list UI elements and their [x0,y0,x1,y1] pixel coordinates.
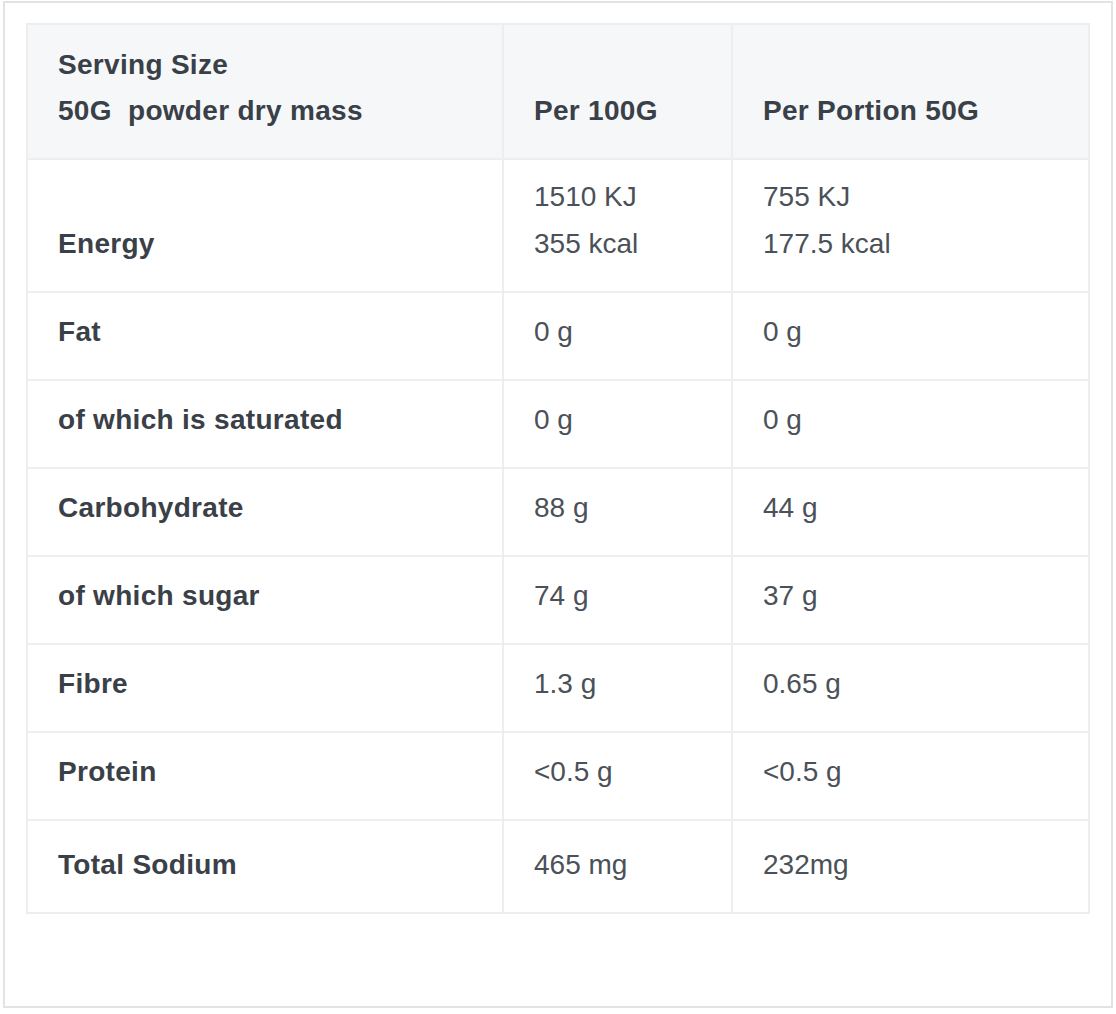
table-row-total-sodium: Total Sodium 465 mg 232mg [28,819,1088,912]
value-per-portion: <0.5 g [763,748,1078,795]
header-per-100g-cell: Per 100G [502,25,731,158]
nutrition-table: Serving Size 50G powder dry mass Per 100… [26,23,1090,914]
per-portion-header: Per Portion 50G [763,88,1078,134]
row-label-cell: of which sugar [28,557,502,643]
value-per-portion: 0 g [763,396,1078,443]
serving-size-subtitle: 50G powder dry mass [58,88,492,134]
row-label: of which is saturated [58,397,492,443]
value-per-portion-cell: 0 g [731,381,1088,467]
row-label-cell: Carbohydrate [28,469,502,555]
value-per-100g: 0 g [534,308,721,355]
value-per-portion: 0.65 g [763,660,1078,707]
table-row-fat: Fat 0 g 0 g [28,291,1088,379]
table-header-row: Serving Size 50G powder dry mass Per 100… [28,25,1088,158]
row-label-cell: Fat [28,293,502,379]
table-row-protein: Protein <0.5 g <0.5 g [28,731,1088,819]
value-per-portion-cell: 0.65 g [731,645,1088,731]
row-label: Protein [58,749,492,795]
value-per-100g-cell: <0.5 g [502,733,731,819]
value-per-portion-kj: 755 KJ [763,173,1078,220]
header-per-portion-cell: Per Portion 50G [731,25,1088,158]
value-per-portion-cell: 232mg [731,821,1088,912]
row-label-cell: Energy [28,160,502,291]
header-serving-size-cell: Serving Size 50G powder dry mass [28,25,502,158]
row-label-cell: of which is saturated [28,381,502,467]
value-per-portion: 44 g [763,484,1078,531]
value-per-100g-cell: 0 g [502,381,731,467]
row-label-cell: Protein [28,733,502,819]
row-label: Carbohydrate [58,485,492,531]
value-per-100g: 0 g [534,396,721,443]
value-per-portion-kcal: 177.5 kcal [763,220,1078,267]
row-label-cell: Fibre [28,645,502,731]
value-per-100g-cell: 88 g [502,469,731,555]
value-per-100g-kj: 1510 KJ [534,173,721,220]
page: Serving Size 50G powder dry mass Per 100… [0,0,1116,1014]
value-per-portion-cell: 44 g [731,469,1088,555]
value-per-portion: 232mg [763,841,1078,888]
value-per-portion-cell: 0 g [731,293,1088,379]
value-per-portion-cell: 755 KJ 177.5 kcal [731,160,1088,291]
value-per-100g: <0.5 g [534,748,721,795]
value-per-portion-cell: <0.5 g [731,733,1088,819]
value-per-portion-cell: 37 g [731,557,1088,643]
value-per-100g-kcal: 355 kcal [534,220,721,267]
row-label: Total Sodium [58,842,492,888]
row-label: of which sugar [58,573,492,619]
value-per-100g-cell: 1.3 g [502,645,731,731]
page-frame: Serving Size 50G powder dry mass Per 100… [3,1,1113,1008]
serving-size-title: Serving Size [58,42,492,88]
value-per-100g-cell: 74 g [502,557,731,643]
table-row-fibre: Fibre 1.3 g 0.65 g [28,643,1088,731]
value-per-100g: 465 mg [534,841,721,888]
value-per-100g: 88 g [534,484,721,531]
value-per-100g-cell: 1510 KJ 355 kcal [502,160,731,291]
per-100g-header: Per 100G [534,88,721,134]
table-row-sugar: of which sugar 74 g 37 g [28,555,1088,643]
table-row-carbohydrate: Carbohydrate 88 g 44 g [28,467,1088,555]
value-per-100g: 74 g [534,572,721,619]
row-label: Fat [58,309,492,355]
table-row-saturated: of which is saturated 0 g 0 g [28,379,1088,467]
value-per-portion: 37 g [763,572,1078,619]
row-label: Fibre [58,661,492,707]
row-label: Energy [58,221,492,267]
value-per-portion: 0 g [763,308,1078,355]
value-per-100g-cell: 0 g [502,293,731,379]
value-per-100g: 1.3 g [534,660,721,707]
value-per-100g-cell: 465 mg [502,821,731,912]
table-row-energy: Energy 1510 KJ 355 kcal 755 KJ 177.5 kca… [28,158,1088,291]
row-label-cell: Total Sodium [28,821,502,912]
